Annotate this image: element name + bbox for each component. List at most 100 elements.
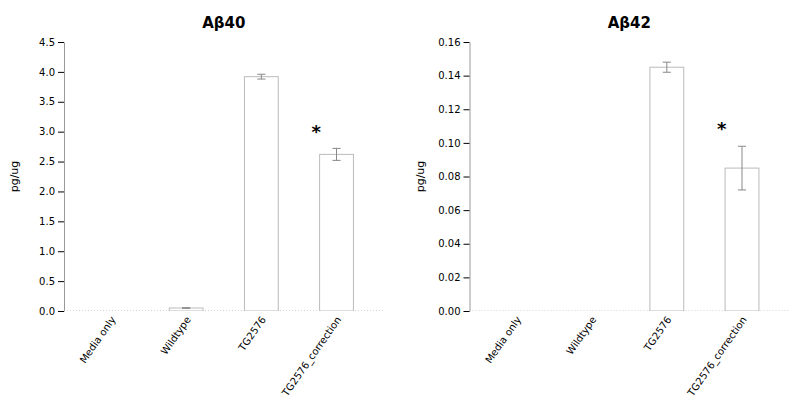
y-tick-mark [464,210,470,211]
x-tick-label: TG2576 [236,314,268,353]
y-tick-label: 0.00 [438,306,460,317]
x-tick: TG2576 [236,311,268,354]
y-tick: 1.0 [39,246,64,257]
y-tick: 0.12 [438,104,469,115]
y-tick: 0.06 [438,205,469,216]
y-tick: 0.5 [39,276,64,287]
x-tick-label: Wildtype [159,314,193,356]
y-axis: 0.00 0.02 0.04 0.06 0.08 0.10 0.12 0.14 0.16 [438,37,470,317]
error-bar [257,74,265,79]
error-bar-cap [332,148,340,149]
error-bar-cap [738,189,746,190]
x-axis: Media only Wildtype TG2576 TG2576_correctio… [78,311,345,399]
y-tick: 0.0 [39,306,64,317]
error-bar-cap [663,62,671,63]
error-bar-cap [332,160,340,161]
y-axis-title: pg/ug [414,161,427,193]
y-tick-mark [464,109,470,110]
y-tick-mark [58,162,64,163]
y-tick: 0.10 [438,138,469,149]
bar [650,67,684,311]
error-bar [663,62,671,72]
x-tick: Media only [483,311,523,365]
y-tick: 0.02 [438,272,469,283]
bar [500,311,534,312]
y-tick-mark [464,143,470,144]
y-tick: 2.0 [39,186,64,197]
title: Aβ40 [202,14,245,32]
bar [575,311,609,312]
y-tick-label: 0.02 [438,272,460,283]
error-bar-cap [663,72,671,73]
bar [725,168,759,311]
y-tick-mark [58,72,64,73]
y-tick-label: 0.0 [39,306,55,317]
error-bar [332,148,340,160]
error-bar [182,307,190,309]
y-tick-label: 0.12 [438,104,460,115]
error-bar-stem [742,146,743,190]
error-bar [738,146,746,190]
error-bar-stem [261,74,262,79]
y-tick-mark [464,177,470,178]
y-tick: 4.0 [39,67,64,78]
y-tick-label: 0.10 [438,138,460,149]
y-axis-title: pg/ug [8,161,21,193]
bar [94,311,128,312]
y-tick-mark [58,42,64,43]
y-tick-mark [464,311,470,312]
y-tick-mark [58,281,64,282]
y-tick: 0.16 [438,37,469,48]
y-tick-mark [464,277,470,278]
x-tick: Wildtype [159,311,193,357]
y-tick-label: 0.5 [39,276,55,287]
y-tick-mark [58,221,64,222]
y-tick-label: 0.04 [438,238,460,249]
chart: 0.0 0.5 1.0 1.5 2.0 2.5 3.0 3.5 4.0 4.5 Media only… [0,0,811,419]
y-tick: 1.5 [39,216,64,227]
annotation: * [717,118,727,139]
y-tick-label: 4.5 [39,37,55,48]
y-tick-mark [464,42,470,43]
y-tick-label: 2.5 [39,156,55,167]
y-tick: 0.08 [438,171,469,182]
x-tick-label: Wildtype [564,314,598,356]
y-tick-label: 1.5 [39,216,55,227]
x-tick-label: Media only [78,314,118,365]
y-tick-mark [58,251,64,252]
plot-area [64,74,384,311]
x-tick: TG2576_correction [685,311,750,399]
y-tick-label: 0.08 [438,171,460,182]
y-tick-mark [58,132,64,133]
y-tick-label: 1.0 [39,246,55,257]
x-tick-label: TG2576_correction [279,314,344,399]
y-tick-mark [58,102,64,103]
bar [244,77,278,311]
x-tick: Wildtype [564,311,598,357]
error-bar-stem [336,148,337,160]
y-tick-label: 3.0 [39,126,55,137]
y-tick: 4.5 [39,37,64,48]
x-tick: TG2576 [641,311,673,354]
error-bar-stem [666,62,667,72]
y-tick-label: 4.0 [39,67,55,78]
x-tick-label: TG2576 [641,314,673,353]
y-tick: 3.5 [39,96,64,107]
x-tick: TG2576_correction [279,311,344,399]
error-bar-cap [257,79,265,80]
y-tick-mark [464,76,470,77]
y-tick: 0.00 [438,306,469,317]
panel: 0.0 0.5 1.0 1.5 2.0 2.5 3.0 3.5 4.0 4.5 Media only… [8,14,384,399]
y-tick-label: 0.14 [438,70,460,81]
y-tick: 3.0 [39,126,64,137]
x-tick: Media only [78,311,118,365]
y-tick-label: 0.16 [438,37,460,48]
y-tick-label: 0.06 [438,205,460,216]
error-bar-cap [257,74,265,75]
x-axis: Media only Wildtype TG2576 TG2576_correctio… [483,311,750,399]
y-axis: 0.0 0.5 1.0 1.5 2.0 2.5 3.0 3.5 4.0 4.5 [39,37,64,317]
y-tick-label: 2.0 [39,186,55,197]
y-tick-mark [58,191,64,192]
y-tick-mark [58,311,64,312]
axis-line [64,43,65,312]
